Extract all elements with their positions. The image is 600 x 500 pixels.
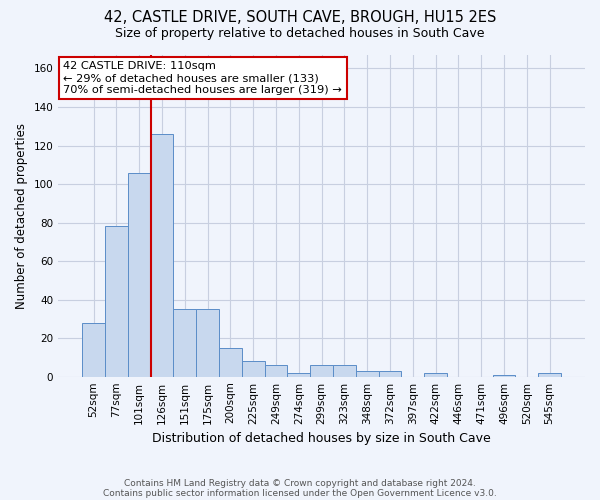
Bar xyxy=(173,310,196,376)
Bar xyxy=(151,134,173,376)
Bar xyxy=(493,375,515,376)
Text: Contains public sector information licensed under the Open Government Licence v3: Contains public sector information licen… xyxy=(103,488,497,498)
Bar xyxy=(424,373,447,376)
Bar xyxy=(356,371,379,376)
Bar xyxy=(379,371,401,376)
Bar xyxy=(196,310,219,376)
Bar xyxy=(287,373,310,376)
Text: Contains HM Land Registry data © Crown copyright and database right 2024.: Contains HM Land Registry data © Crown c… xyxy=(124,478,476,488)
Bar xyxy=(333,365,356,376)
Bar xyxy=(265,365,287,376)
Bar xyxy=(538,373,561,376)
Bar xyxy=(105,226,128,376)
Bar xyxy=(82,322,105,376)
Y-axis label: Number of detached properties: Number of detached properties xyxy=(15,123,28,309)
Bar xyxy=(242,362,265,376)
Bar xyxy=(219,348,242,376)
Text: 42, CASTLE DRIVE, SOUTH CAVE, BROUGH, HU15 2ES: 42, CASTLE DRIVE, SOUTH CAVE, BROUGH, HU… xyxy=(104,10,496,25)
X-axis label: Distribution of detached houses by size in South Cave: Distribution of detached houses by size … xyxy=(152,432,491,445)
Text: 42 CASTLE DRIVE: 110sqm
← 29% of detached houses are smaller (133)
70% of semi-d: 42 CASTLE DRIVE: 110sqm ← 29% of detache… xyxy=(64,62,342,94)
Bar xyxy=(128,172,151,376)
Text: Size of property relative to detached houses in South Cave: Size of property relative to detached ho… xyxy=(115,28,485,40)
Bar xyxy=(310,365,333,376)
